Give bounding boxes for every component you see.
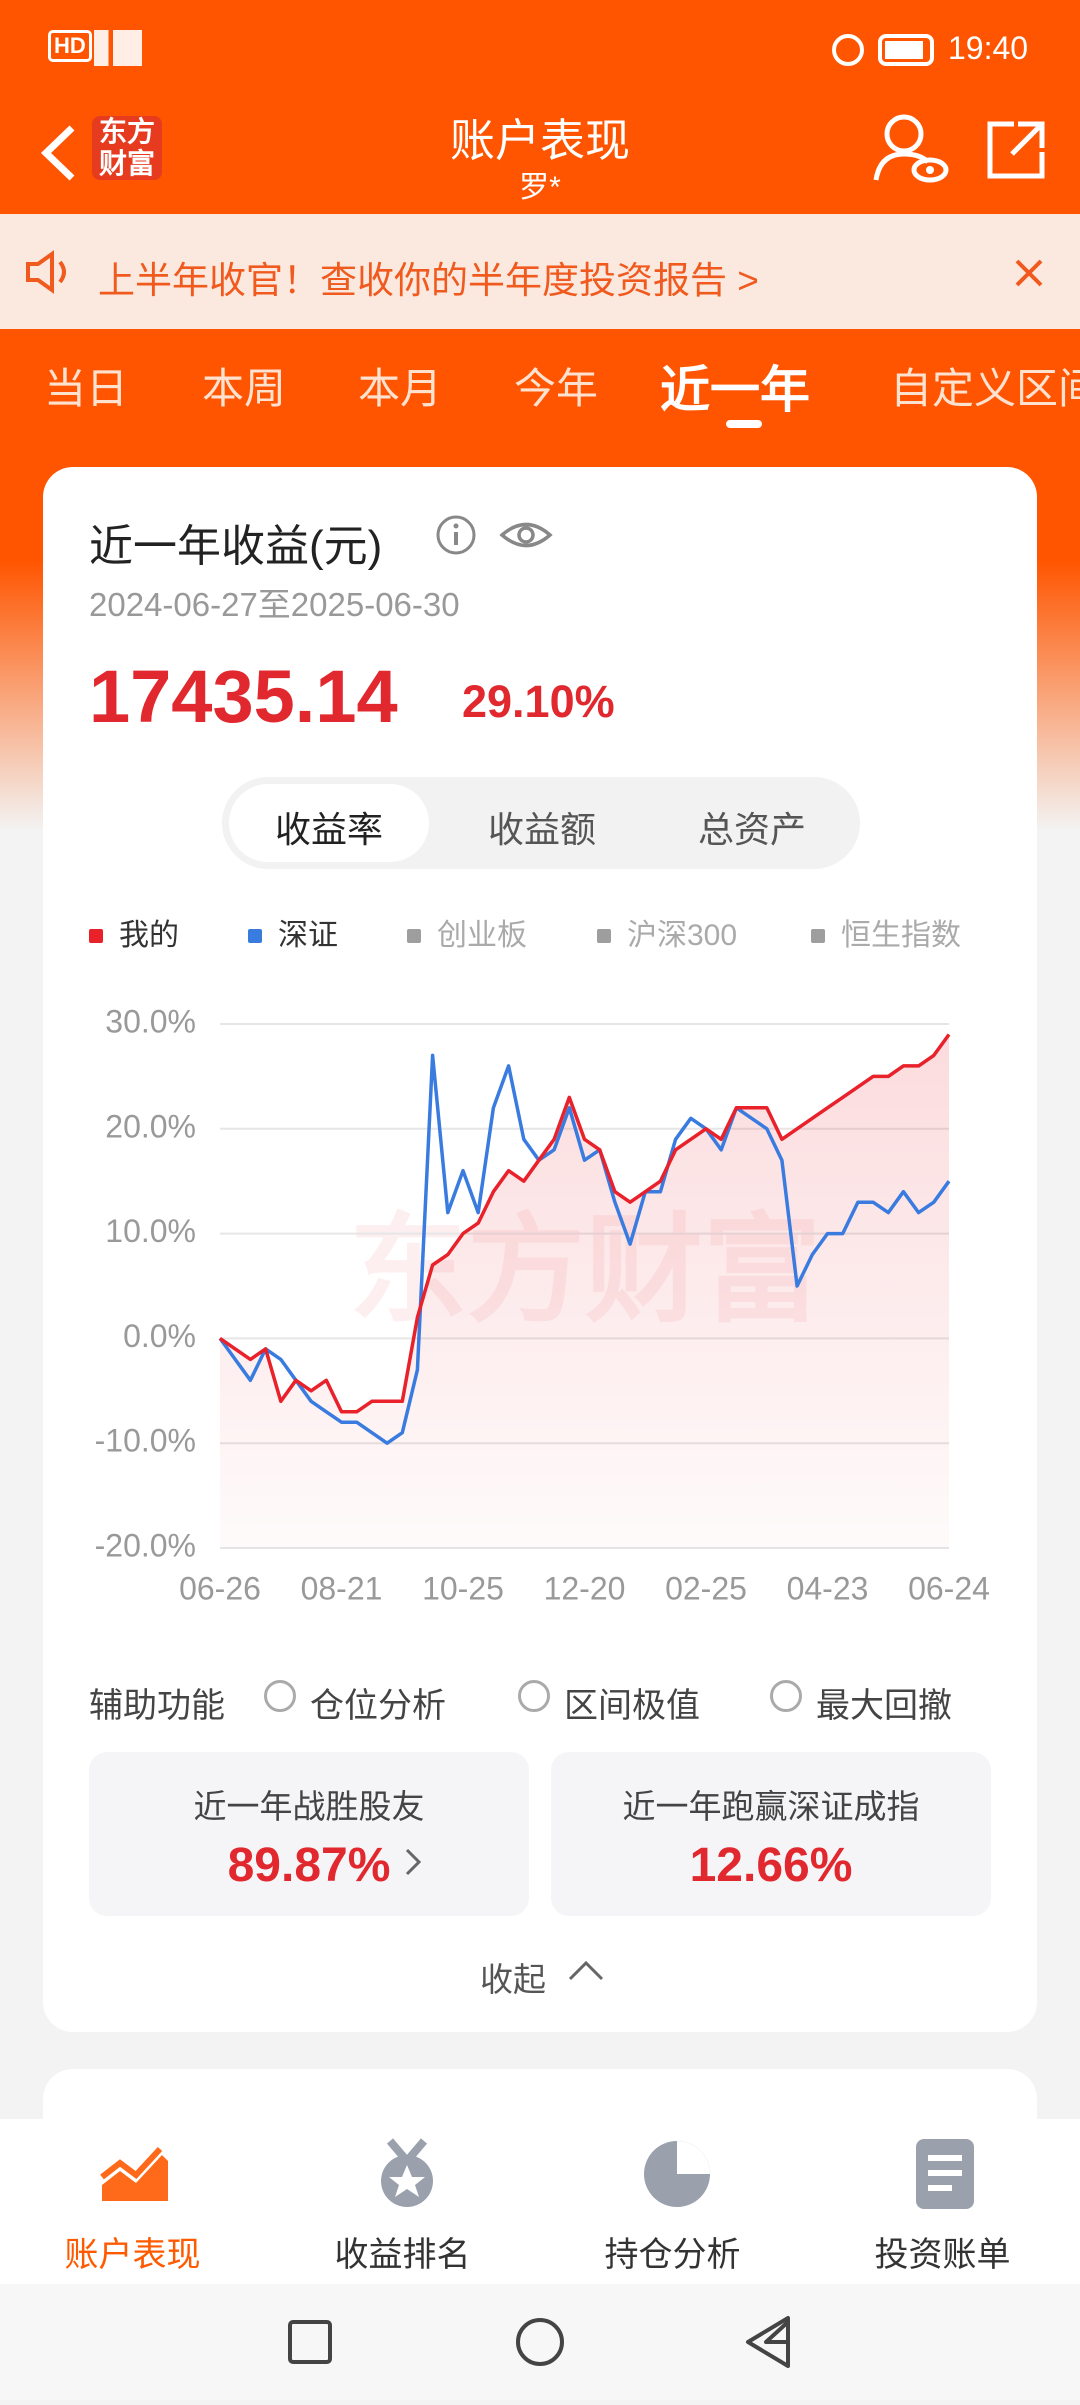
y-tick-label: -20.0% [95, 1527, 196, 1563]
aux-option[interactable]: 最大回撤 [816, 1687, 952, 1725]
legend-swatch [811, 929, 825, 943]
radio[interactable] [518, 1680, 550, 1712]
legend-label[interactable]: 我的 [119, 919, 179, 952]
y-tick-label: 10.0% [105, 1213, 196, 1249]
system-buttons [288, 2316, 790, 2368]
tab[interactable]: 自定义区间 [890, 365, 1080, 412]
close-button[interactable] [1014, 258, 1044, 288]
aux-option[interactable]: 仓位分析 [310, 1687, 446, 1725]
nav-icon [916, 2139, 974, 2209]
bottom-nav: 账户表现 收益排名 持仓分析 投资账单 [0, 2119, 1080, 2284]
radio[interactable] [264, 1680, 296, 1712]
back-button[interactable] [30, 118, 90, 188]
nav-icon [644, 2141, 710, 2207]
nav-icon [381, 2138, 433, 2207]
account-name: 罗* [519, 171, 561, 204]
status-icons: HD [48, 30, 92, 62]
collapse-button[interactable]: 收起 [480, 1961, 546, 1998]
clock: 19:40 [948, 30, 1029, 66]
x-tick-label: 08-21 [301, 1570, 383, 1606]
x-tick-label: 10-25 [422, 1570, 504, 1606]
legend-label[interactable]: 沪深300 [627, 919, 737, 952]
tab[interactable]: 本周 [202, 365, 287, 412]
stat-label: 近一年跑赢深证成指 [622, 1788, 920, 1825]
nav-label[interactable]: 投资账单 [874, 2236, 1011, 2274]
stat-label: 近一年战胜股友 [193, 1788, 425, 1825]
battery-icon [832, 34, 934, 66]
x-tick-label: 12-20 [544, 1570, 626, 1606]
segment[interactable]: 收益率 [274, 809, 383, 850]
nav-label-active[interactable]: 账户表现 [64, 2236, 201, 2274]
return-rate: 29.10% [462, 676, 615, 727]
stat-box: 近一年跑赢深证成指 12.66% [551, 1752, 991, 1916]
speaker-icon [26, 250, 66, 294]
stat-value: 12.66% [689, 1839, 853, 1892]
legend-swatch [89, 929, 103, 943]
chevron-up[interactable] [566, 1955, 606, 1985]
area [220, 1034, 949, 1548]
y-tick-label: -10.0% [95, 1423, 196, 1459]
y-tick-label: 0.0% [123, 1318, 196, 1354]
share-button[interactable] [984, 118, 1048, 182]
line [219, 1033, 951, 1414]
system-nav [0, 2284, 1080, 2400]
legend-swatch [248, 929, 262, 943]
segmented-control: 收益率 收益额 总资产 [222, 777, 860, 869]
legend-swatch [597, 929, 611, 943]
segment[interactable]: 收益额 [487, 809, 596, 850]
nav-icon [100, 2146, 168, 2201]
stat-value: 89.87% [227, 1839, 391, 1892]
y-tick-label: 30.0% [105, 1003, 196, 1039]
profile-icon[interactable] [870, 112, 950, 184]
total-profit: 17435.14 [89, 655, 398, 738]
aux-option[interactable]: 区间极值 [564, 1687, 700, 1725]
banner-text[interactable]: 上半年收官！查收你的半年度投资报告 > [98, 260, 759, 301]
x-tick-label: 02-25 [665, 1570, 747, 1606]
x-tick-label: 04-23 [787, 1570, 869, 1606]
line [218, 1053, 951, 1445]
banner[interactable]: 上半年收官！查收你的半年度投资报告 > [0, 214, 1080, 329]
legend-label[interactable]: 创业板 [437, 919, 527, 952]
x-tick-label: 06-24 [908, 1570, 990, 1606]
signal-icon [94, 30, 142, 66]
card-title: 近一年收益(元) [89, 522, 383, 571]
tab[interactable]: 当日 [44, 365, 129, 412]
radio[interactable] [770, 1680, 802, 1712]
nav-label[interactable]: 持仓分析 [604, 2236, 741, 2274]
logo: 东方 财富 [92, 116, 162, 180]
tab[interactable]: 本月 [358, 365, 443, 412]
segment-selected-bg [229, 784, 429, 862]
logo-line: 财富 [98, 148, 155, 179]
date-range: 2024-06-27至2025-06-30 [89, 586, 460, 623]
segment[interactable]: 总资产 [697, 809, 806, 850]
y-tick-label: 20.0% [105, 1108, 196, 1144]
stat-box[interactable]: 近一年战胜股友 89.87% [89, 1752, 529, 1916]
x-tick-label: 06-26 [179, 1570, 261, 1606]
page-title: 账户表现 [449, 115, 630, 166]
nav-label[interactable]: 收益排名 [334, 2236, 471, 2274]
logo-line: 东方 [98, 116, 155, 147]
legend-label[interactable]: 深证 [278, 919, 338, 952]
status-bar: HD 19:40 [0, 0, 1080, 92]
legend-swatch [407, 929, 421, 943]
chevron-right [405, 1848, 422, 1876]
legend-label[interactable]: 恒生指数 [841, 919, 961, 952]
tab-active[interactable]: 近一年 [660, 362, 810, 418]
tab-indicator [726, 420, 762, 428]
tab[interactable]: 今年 [514, 365, 599, 412]
info-icons[interactable] [432, 510, 562, 560]
aux-label: 辅助功能 [89, 1687, 225, 1725]
